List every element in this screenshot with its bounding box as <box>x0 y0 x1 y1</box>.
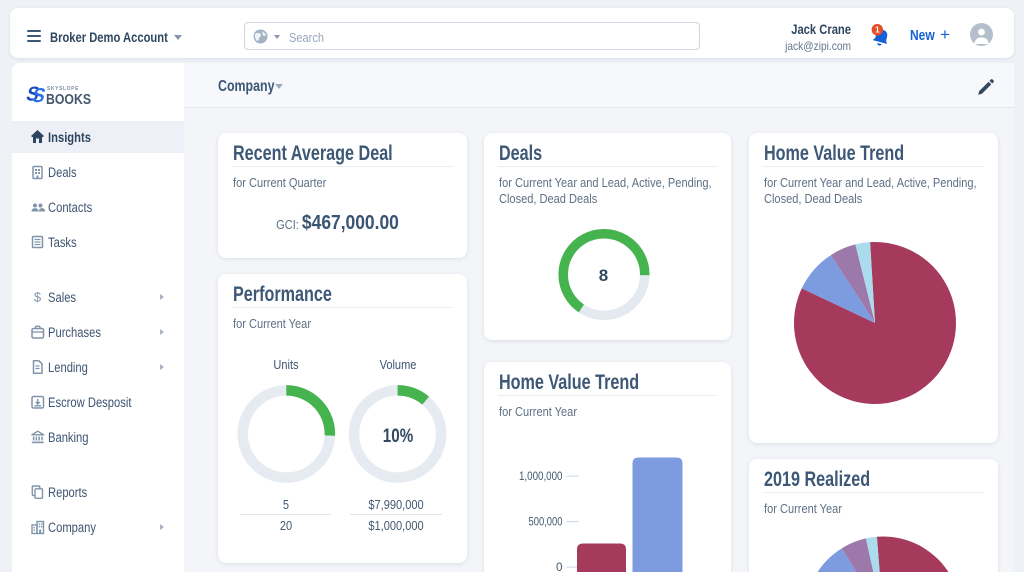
svg-text:$: $ <box>34 290 42 305</box>
svg-text:BOOKS: BOOKS <box>46 92 91 107</box>
svg-text:S: S <box>25 83 42 106</box>
svg-text:0: 0 <box>556 561 563 572</box>
svg-text:S: S <box>30 85 48 107</box>
svg-text:SKYSLOPE: SKYSLOPE <box>47 86 79 92</box>
svg-text:1,000,000: 1,000,000 <box>519 470 563 482</box>
svg-text:500,000: 500,000 <box>528 516 562 528</box>
svg-text:1: 1 <box>875 25 880 34</box>
